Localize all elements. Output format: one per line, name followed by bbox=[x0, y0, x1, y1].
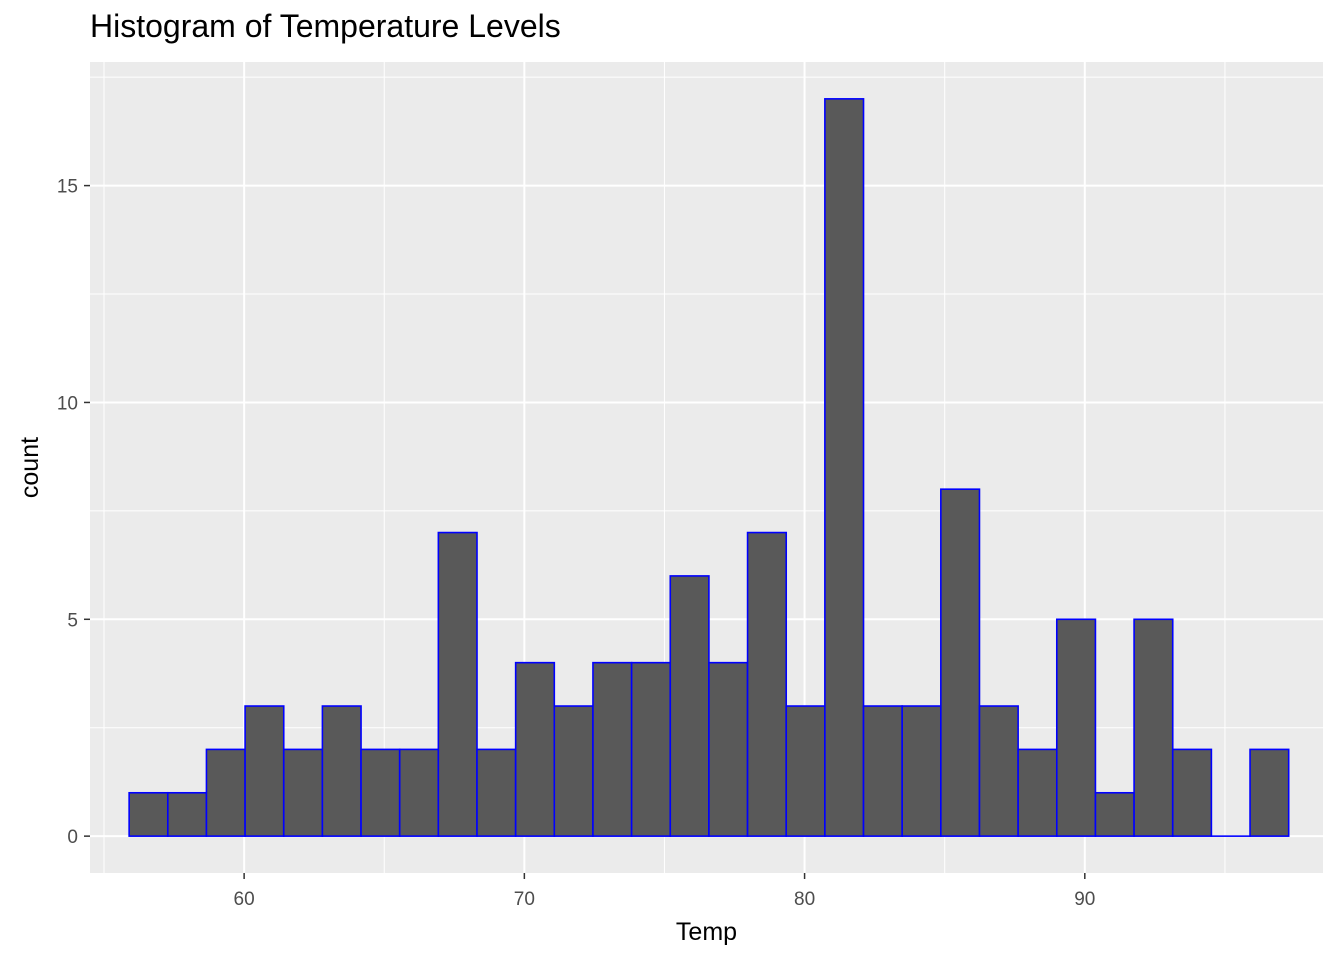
histogram-bar bbox=[1094, 791, 1135, 837]
histogram-bar bbox=[1017, 748, 1058, 837]
chart-title: Histogram of Temperature Levels bbox=[90, 8, 561, 44]
y-axis-title: count bbox=[16, 437, 44, 498]
y-tick-label: 10 bbox=[57, 393, 78, 414]
y-tick-label: 15 bbox=[57, 177, 78, 198]
histogram-bar bbox=[1133, 618, 1174, 837]
x-tick-label: 70 bbox=[514, 889, 535, 910]
histogram-bar bbox=[785, 705, 826, 837]
histogram-bar bbox=[514, 661, 556, 837]
histogram-bar bbox=[244, 705, 285, 837]
histogram-bar bbox=[901, 705, 942, 837]
histogram-bar bbox=[476, 748, 517, 837]
histogram-bar bbox=[824, 98, 865, 837]
histogram-bars bbox=[128, 98, 1290, 837]
histogram-bar bbox=[1249, 748, 1290, 837]
y-tick-label: 5 bbox=[67, 610, 78, 631]
histogram-bar bbox=[940, 488, 981, 837]
x-tick-label: 60 bbox=[234, 889, 255, 910]
histogram-bar bbox=[630, 661, 672, 837]
histogram-bar bbox=[708, 661, 749, 837]
histogram-bar bbox=[1055, 618, 1097, 837]
histogram-bar bbox=[978, 705, 1019, 837]
x-axis-title: Temp bbox=[676, 918, 737, 946]
histogram-bar bbox=[592, 661, 633, 837]
histogram-bar bbox=[166, 791, 208, 837]
histogram-bar bbox=[437, 531, 478, 837]
histogram-bar bbox=[862, 705, 903, 837]
histogram-bar bbox=[746, 531, 788, 837]
x-tick-label: 80 bbox=[794, 889, 815, 910]
histogram-bar bbox=[321, 705, 362, 837]
axis-ticks bbox=[84, 184, 1086, 879]
histogram-bar bbox=[553, 705, 594, 837]
major-grid bbox=[90, 62, 1323, 873]
histogram-bar bbox=[282, 748, 324, 837]
y-tick-label: 0 bbox=[67, 827, 78, 848]
tick-labels: 60 70 80 90 0 5 10 15 bbox=[57, 177, 1096, 910]
x-tick-label: 90 bbox=[1074, 889, 1095, 910]
histogram-bar bbox=[205, 748, 246, 837]
histogram-bar bbox=[1171, 748, 1213, 837]
histogram-bar bbox=[360, 748, 401, 837]
histogram-bar bbox=[128, 791, 169, 837]
histogram-bar bbox=[398, 748, 440, 837]
histogram-bar bbox=[669, 575, 710, 837]
